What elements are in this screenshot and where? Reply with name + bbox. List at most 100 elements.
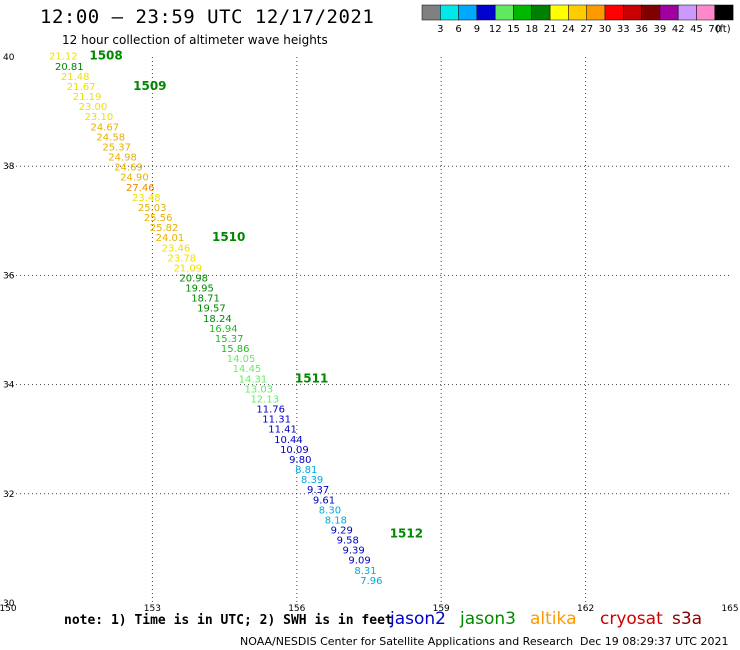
y-tick-label: 36 <box>3 271 15 281</box>
wave-height-value: 9.80 <box>289 455 311 466</box>
wave-height-value: 20.98 <box>179 273 208 284</box>
legend-tick-label: 15 <box>507 24 520 35</box>
legend-tick-label: 18 <box>525 24 538 35</box>
wave-height-value: 11.76 <box>256 405 285 416</box>
wave-height-value: 24.58 <box>96 132 125 143</box>
wave-height-value: 21.48 <box>61 72 90 83</box>
wave-height-value: 7.96 <box>360 576 382 587</box>
legend-tick-label: 70 <box>708 24 721 35</box>
wave-height-value: 8.30 <box>319 505 341 516</box>
wave-height-value: 25.56 <box>144 213 173 224</box>
wave-height-value: 27.46 <box>126 183 155 194</box>
wave-height-value: 25.37 <box>102 142 131 153</box>
wave-height-value: 8.81 <box>295 465 317 476</box>
x-tick-label: 165 <box>721 604 738 614</box>
wave-height-value: 8.31 <box>354 566 376 577</box>
wave-height-value: 23.10 <box>85 112 114 123</box>
wave-height-value: 21.09 <box>173 263 202 274</box>
wave-height-value: 24.01 <box>156 233 185 244</box>
wave-height-value: 19.57 <box>197 304 226 315</box>
wave-height-value: 9.61 <box>313 495 335 506</box>
wave-height-value: 9.39 <box>343 546 365 557</box>
satellite-jason2: jason2 <box>390 609 446 629</box>
legend-tick-label: 45 <box>690 24 703 35</box>
legend-tick-label: 42 <box>672 24 685 35</box>
wave-height-value: 12.13 <box>250 394 279 405</box>
footer-note: note: 1) Time is in UTC; 2) SWH is in fe… <box>64 613 393 628</box>
legend-tick-label: 27 <box>580 24 593 35</box>
x-tick-label: 162 <box>577 604 594 614</box>
legend-tick-label: 39 <box>654 24 667 35</box>
satellite-altika: altika <box>530 609 577 629</box>
time-label: 1512 <box>390 527 423 541</box>
y-tick-label: 40 <box>3 53 15 63</box>
wave-height-value: 8.39 <box>301 475 323 486</box>
wave-height-value: 14.05 <box>227 354 256 365</box>
y-tick-label: 34 <box>3 381 15 391</box>
wave-height-value: 24.67 <box>91 122 120 133</box>
y-tick-label: 38 <box>3 162 15 172</box>
footer-timestamp: Dec 19 08:29:37 UTC 2021 <box>580 635 729 648</box>
wave-height-value: 15.86 <box>221 344 250 355</box>
legend-tick-label: 36 <box>635 24 648 35</box>
wave-height-value: 19.95 <box>185 284 214 295</box>
legend-tick-label: 24 <box>562 24 575 35</box>
time-label: 1508 <box>89 49 122 63</box>
wave-height-value: 21.67 <box>67 82 96 93</box>
wave-height-value: 21.12 <box>49 52 78 63</box>
wave-height-value: 23.46 <box>162 243 191 254</box>
wave-height-value: 23.78 <box>168 253 197 264</box>
time-label: 1511 <box>295 371 328 385</box>
wave-height-value: 13.03 <box>245 384 274 395</box>
wave-height-value: 10.09 <box>280 445 309 456</box>
wave-height-value: 16.94 <box>209 324 238 335</box>
satellite-cryosat: cryosat <box>600 609 663 629</box>
time-label: 1509 <box>133 79 166 93</box>
legend-tick-label: 33 <box>617 24 630 35</box>
color-legend-bar: 3 6 9 12 15 18 21 24 27 30 33 36 39 42 45 70(ft) <box>421 4 734 35</box>
x-tick-label: 150 <box>0 604 17 614</box>
legend-tick-label: (ft) <box>716 24 731 35</box>
chart-title: 12:00 – 23:59 UTC 12/17/2021 <box>40 6 375 28</box>
time-label: 1510 <box>212 230 245 244</box>
satellite-jason3: jason3 <box>460 609 516 629</box>
wave-height-value: 11.41 <box>268 425 297 436</box>
wave-height-value: 24.69 <box>114 163 143 174</box>
wave-height-value: 18.24 <box>203 314 232 325</box>
wave-height-value: 18.71 <box>191 294 220 305</box>
legend-tick-label: 21 <box>544 24 557 35</box>
legend-tick-label: 12 <box>489 24 502 35</box>
legend-tick-label: 9 <box>474 24 480 35</box>
x-tick-label: 153 <box>144 604 161 614</box>
chart-subtitle: 12 hour collection of altimeter wave hei… <box>62 33 328 47</box>
wave-height-value: 9.29 <box>331 525 353 536</box>
wave-height-value: 21.19 <box>73 92 102 103</box>
footer-credit: NOAA/NESDIS Center for Satellite Applica… <box>240 635 574 648</box>
wave-height-value: 9.37 <box>307 485 329 496</box>
satellite-s3a: s3a <box>672 609 703 629</box>
wave-height-value: 9.09 <box>348 556 370 567</box>
legend-tick-label: 6 <box>455 24 461 35</box>
wave-height-value: 24.98 <box>108 153 137 164</box>
wave-height-value: 8.18 <box>325 515 347 526</box>
wave-height-value: 10.44 <box>274 435 303 446</box>
wave-height-value: 23.00 <box>79 102 108 113</box>
y-tick-label: 32 <box>3 490 14 500</box>
legend-swatch <box>714 4 734 21</box>
wave-height-value: 23.48 <box>132 193 161 204</box>
wave-height-value: 14.31 <box>239 374 268 385</box>
wave-height-value: 14.45 <box>233 364 262 375</box>
legend-tick-label: 3 <box>437 24 443 35</box>
y-tick-label: 30 <box>3 599 15 609</box>
wave-height-value: 11.31 <box>262 415 291 426</box>
wave-height-value: 25.82 <box>150 223 179 234</box>
x-tick-label: 156 <box>288 604 305 614</box>
wave-height-value: 25.03 <box>138 203 167 214</box>
wave-height-value: 24.90 <box>120 173 149 184</box>
x-tick-label: 159 <box>433 604 450 614</box>
wave-height-value: 9.58 <box>337 536 359 547</box>
legend-tick-label: 30 <box>599 24 612 35</box>
wave-height-value: 20.81 <box>55 62 84 73</box>
wave-height-value: 15.37 <box>215 334 244 345</box>
